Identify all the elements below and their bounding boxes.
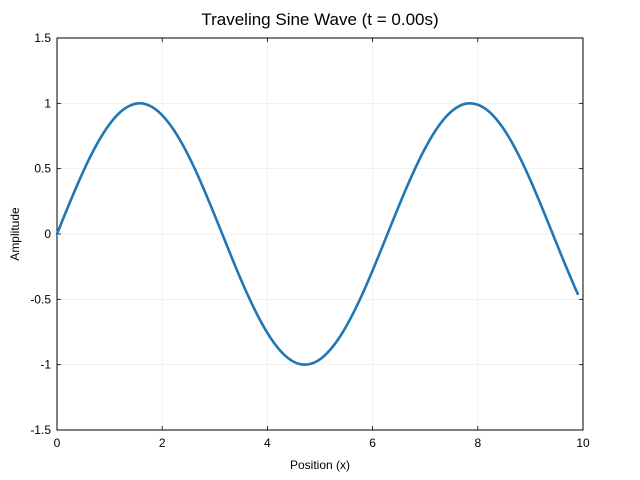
- y-tick-label: 1: [44, 96, 51, 110]
- axis-ticks: 0 2 4 6 8 10 -1.5 -1 -0.5 0 0.5 1 1.5: [30, 31, 590, 450]
- y-tick-label: 0: [44, 227, 51, 241]
- x-tick-label: 2: [159, 436, 166, 450]
- y-tick-label: 0.5: [34, 162, 51, 176]
- sine-wave-series-line: [55, 101, 580, 366]
- chart-title: Traveling Sine Wave (t = 0.00s): [201, 10, 438, 29]
- y-tick-label: 1.5: [34, 31, 51, 45]
- y-tick-label: -1: [40, 358, 51, 372]
- grid-lines: [56, 37, 584, 431]
- y-tick-label: -1.5: [30, 423, 51, 437]
- x-tick-label: 8: [474, 436, 481, 450]
- data-series: [55, 101, 580, 366]
- y-axis-label: Amplitude: [8, 207, 22, 261]
- x-axis-label: Position (x): [290, 458, 350, 472]
- y-tick-label: -0.5: [30, 292, 51, 306]
- x-tick-label: 6: [369, 436, 376, 450]
- x-tick-label: 4: [264, 436, 271, 450]
- x-tick-label: 0: [54, 436, 61, 450]
- x-tick-label: 10: [576, 436, 590, 450]
